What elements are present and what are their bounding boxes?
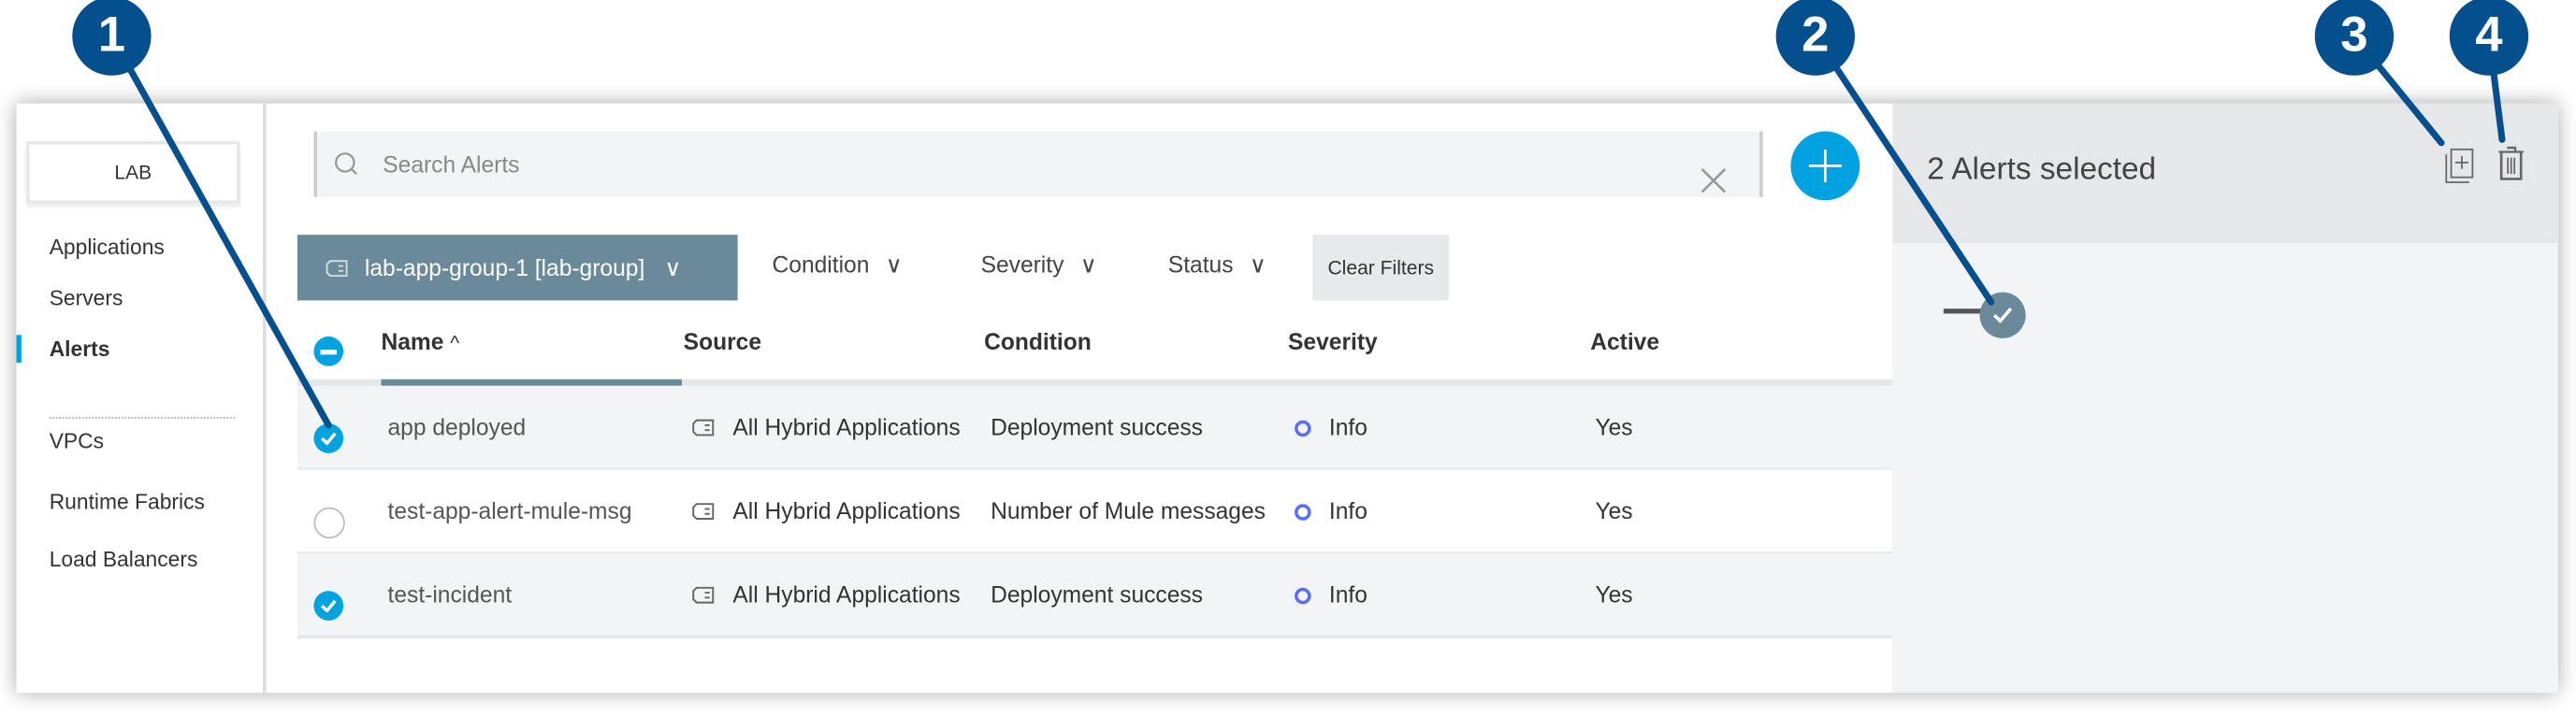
alert-condition: Deployment success bbox=[991, 413, 1203, 440]
table-row[interactable]: app deployed All Hybrid Applications Deplo… bbox=[297, 385, 1893, 472]
detail-panel: 2 Alerts selected bbox=[1892, 103, 2558, 694]
app-panel: LAB Applications Servers Alerts VPCs Run… bbox=[16, 103, 2558, 694]
alert-source: All Hybrid Applications bbox=[732, 580, 961, 608]
callout-3: 3 bbox=[2314, 0, 2395, 76]
status-filter-label: Status bbox=[1167, 251, 1234, 278]
toggle-track[interactable] bbox=[1943, 308, 1990, 314]
column-header-source[interactable]: Source bbox=[683, 328, 762, 355]
column-header-active[interactable]: Active bbox=[1590, 328, 1660, 355]
info-severity-icon bbox=[1295, 504, 1311, 521]
check-icon bbox=[321, 432, 337, 445]
sidebar-item-alerts[interactable]: Alerts bbox=[49, 337, 110, 362]
header-divider bbox=[297, 379, 1893, 386]
chevron-down-icon: ∨ bbox=[885, 251, 903, 278]
name-header-label: Name bbox=[381, 328, 444, 355]
trash-icon[interactable] bbox=[2497, 146, 2525, 182]
search-icon bbox=[335, 152, 357, 175]
select-all-checkbox[interactable] bbox=[313, 337, 344, 366]
sorted-column-indicator bbox=[381, 379, 682, 386]
duplicate-icon[interactable] bbox=[2445, 148, 2478, 184]
toggle-switch[interactable] bbox=[1979, 292, 2026, 338]
info-severity-icon bbox=[1295, 420, 1311, 437]
alert-condition: Deployment success bbox=[991, 580, 1203, 608]
alert-active: Yes bbox=[1595, 413, 1633, 440]
alert-severity: Info bbox=[1328, 497, 1368, 524]
selection-count: 2 Alerts selected bbox=[1927, 152, 2157, 188]
sort-asc-icon: ^ bbox=[450, 331, 460, 355]
alert-source: All Hybrid Applications bbox=[732, 497, 961, 524]
group-icon bbox=[692, 586, 715, 604]
check-icon bbox=[1993, 308, 2013, 323]
search-input[interactable]: Search Alerts bbox=[313, 131, 1763, 197]
alert-severity: Info bbox=[1328, 413, 1368, 440]
alert-name[interactable]: app deployed bbox=[387, 413, 527, 440]
status-filter[interactable]: Status ∨ bbox=[1168, 251, 1266, 279]
group-icon bbox=[692, 419, 715, 437]
chevron-down-icon: ∨ bbox=[664, 253, 682, 280]
clear-search-icon[interactable] bbox=[1700, 167, 1727, 193]
callout-1: 1 bbox=[72, 0, 152, 76]
info-severity-icon bbox=[1295, 587, 1311, 605]
condition-filter-label: Condition bbox=[772, 251, 870, 278]
group-icon bbox=[326, 259, 348, 277]
sidebar-divider bbox=[49, 417, 236, 419]
minus-icon bbox=[320, 350, 338, 355]
table-row[interactable]: test-incident All Hybrid Applications Depl… bbox=[297, 552, 1893, 639]
column-header-severity[interactable]: Severity bbox=[1288, 328, 1378, 355]
condition-filter[interactable]: Condition ∨ bbox=[773, 251, 903, 279]
alert-active: Yes bbox=[1595, 497, 1633, 524]
table-row[interactable]: test-app-alert-mule-msg All Hybrid Applic… bbox=[297, 469, 1893, 555]
alert-condition: Number of Mule messages bbox=[991, 497, 1266, 524]
row-checkbox-checked[interactable] bbox=[313, 423, 344, 453]
org-selector[interactable]: LAB bbox=[26, 141, 240, 204]
sidebar-item-servers[interactable]: Servers bbox=[49, 285, 123, 310]
chevron-down-icon: ∨ bbox=[1079, 251, 1097, 278]
row-checkbox[interactable] bbox=[313, 507, 345, 539]
add-alert-button[interactable] bbox=[1790, 131, 1860, 201]
column-header-name[interactable]: Name ^ bbox=[381, 328, 459, 354]
alert-active: Yes bbox=[1595, 580, 1633, 608]
detail-header: 2 Alerts selected bbox=[1892, 103, 2558, 243]
check-icon bbox=[321, 599, 337, 613]
callout-4: 4 bbox=[2449, 0, 2529, 76]
chevron-down-icon: ∨ bbox=[1249, 251, 1266, 278]
sidebar-item-vpcs[interactable]: VPCs bbox=[49, 428, 105, 453]
alert-source: All Hybrid Applications bbox=[732, 413, 961, 440]
group-icon bbox=[692, 503, 715, 520]
group-filter-label: lab-app-group-1 [lab-group] bbox=[364, 254, 645, 281]
clear-filters-button[interactable]: Clear Filters bbox=[1312, 235, 1450, 301]
severity-filter[interactable]: Severity ∨ bbox=[981, 251, 1097, 279]
row-checkbox-checked[interactable] bbox=[313, 591, 344, 621]
sidebar-item-load-balancers[interactable]: Load Balancers bbox=[49, 546, 198, 572]
sidebar: LAB Applications Servers Alerts VPCs Run… bbox=[16, 103, 267, 694]
active-indicator bbox=[16, 335, 22, 364]
alert-name[interactable]: test-app-alert-mule-msg bbox=[387, 497, 632, 524]
alert-severity: Info bbox=[1328, 580, 1368, 608]
plus-icon bbox=[1808, 149, 1842, 182]
group-filter-button[interactable]: lab-app-group-1 [lab-group] ∨ bbox=[297, 235, 738, 301]
search-placeholder: Search Alerts bbox=[383, 150, 520, 178]
severity-filter-label: Severity bbox=[980, 251, 1064, 278]
column-header-condition[interactable]: Condition bbox=[984, 328, 1092, 355]
alert-name[interactable]: test-incident bbox=[387, 580, 513, 608]
callout-2: 2 bbox=[1775, 0, 1855, 76]
sidebar-item-runtime-fabrics[interactable]: Runtime Fabrics bbox=[49, 489, 205, 514]
sidebar-item-applications[interactable]: Applications bbox=[49, 235, 165, 260]
